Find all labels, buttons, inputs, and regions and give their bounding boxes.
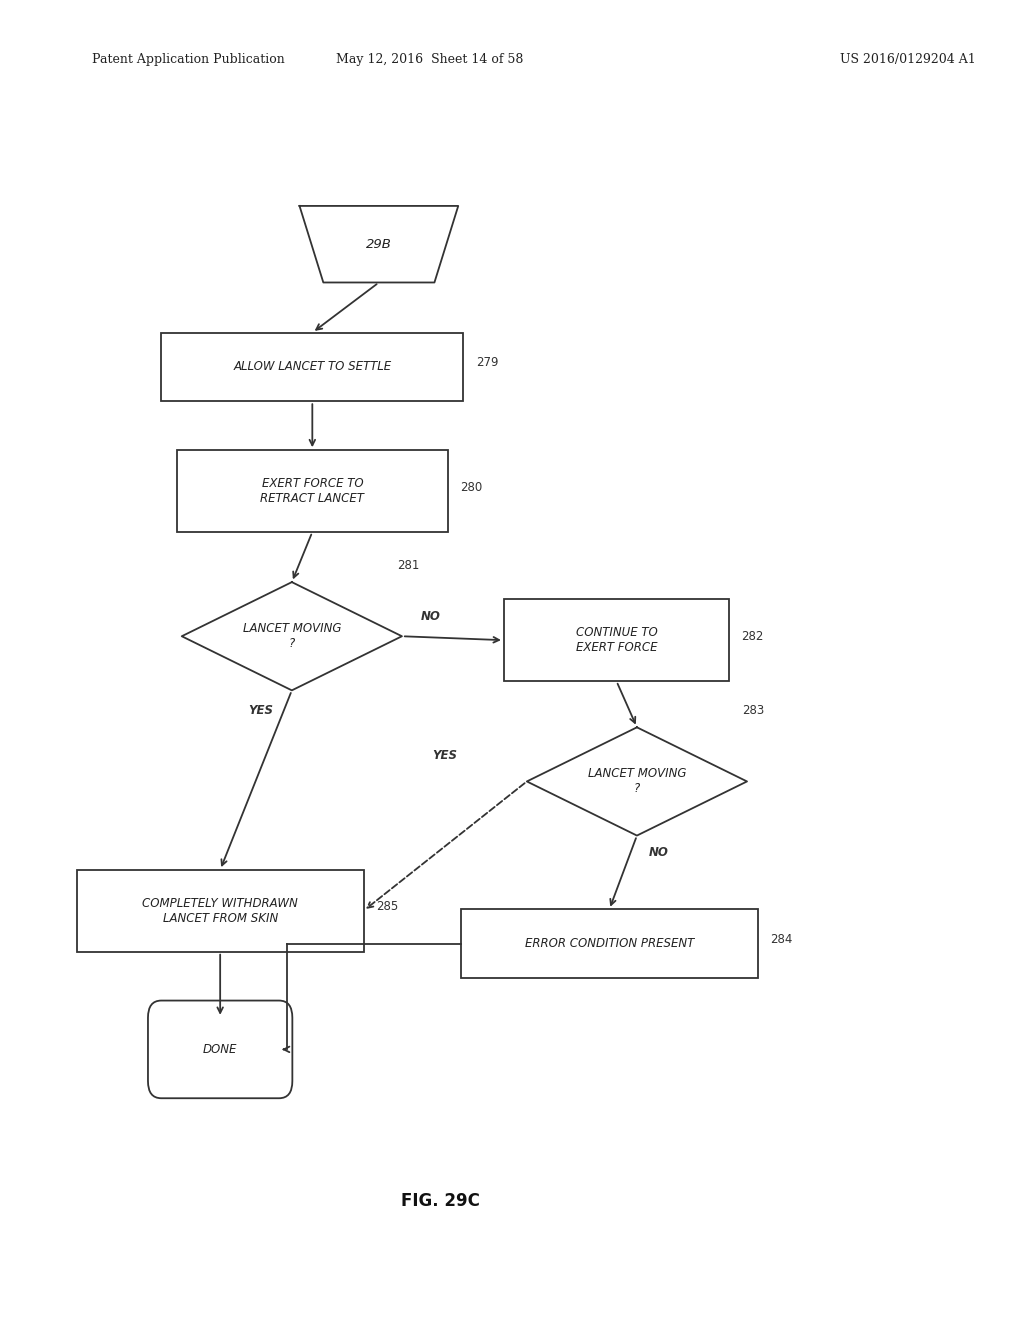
Text: LANCET MOVING
?: LANCET MOVING ? bbox=[243, 622, 341, 651]
Text: 279: 279 bbox=[475, 356, 498, 370]
Polygon shape bbox=[526, 727, 748, 836]
Text: US 2016/0129204 A1: US 2016/0129204 A1 bbox=[840, 53, 976, 66]
FancyBboxPatch shape bbox=[461, 909, 758, 978]
Text: NO: NO bbox=[649, 846, 669, 859]
Text: ALLOW LANCET TO SETTLE: ALLOW LANCET TO SETTLE bbox=[233, 360, 391, 374]
FancyBboxPatch shape bbox=[176, 450, 449, 532]
Text: 284: 284 bbox=[770, 933, 793, 946]
FancyBboxPatch shape bbox=[147, 1001, 293, 1098]
Text: YES: YES bbox=[433, 748, 458, 762]
Text: CONTINUE TO
EXERT FORCE: CONTINUE TO EXERT FORCE bbox=[575, 626, 657, 655]
FancyBboxPatch shape bbox=[162, 333, 463, 401]
Text: 29B: 29B bbox=[366, 238, 392, 251]
Text: NO: NO bbox=[420, 610, 440, 623]
Text: May 12, 2016  Sheet 14 of 58: May 12, 2016 Sheet 14 of 58 bbox=[337, 53, 523, 66]
Polygon shape bbox=[182, 582, 401, 690]
Text: DONE: DONE bbox=[203, 1043, 238, 1056]
Text: YES: YES bbox=[249, 704, 273, 717]
Text: 282: 282 bbox=[741, 630, 764, 643]
Text: 283: 283 bbox=[741, 704, 764, 717]
Polygon shape bbox=[299, 206, 459, 282]
Text: Patent Application Publication: Patent Application Publication bbox=[92, 53, 285, 66]
Text: LANCET MOVING
?: LANCET MOVING ? bbox=[588, 767, 686, 796]
Text: 281: 281 bbox=[396, 558, 419, 572]
Text: EXERT FORCE TO
RETRACT LANCET: EXERT FORCE TO RETRACT LANCET bbox=[260, 477, 365, 506]
Text: ERROR CONDITION PRESENT: ERROR CONDITION PRESENT bbox=[524, 937, 694, 950]
Text: 280: 280 bbox=[461, 480, 482, 494]
Text: FIG. 29C: FIG. 29C bbox=[400, 1192, 480, 1210]
FancyBboxPatch shape bbox=[504, 599, 729, 681]
FancyBboxPatch shape bbox=[77, 870, 364, 952]
Text: 285: 285 bbox=[376, 900, 398, 913]
Text: COMPLETELY WITHDRAWN
LANCET FROM SKIN: COMPLETELY WITHDRAWN LANCET FROM SKIN bbox=[142, 896, 298, 925]
